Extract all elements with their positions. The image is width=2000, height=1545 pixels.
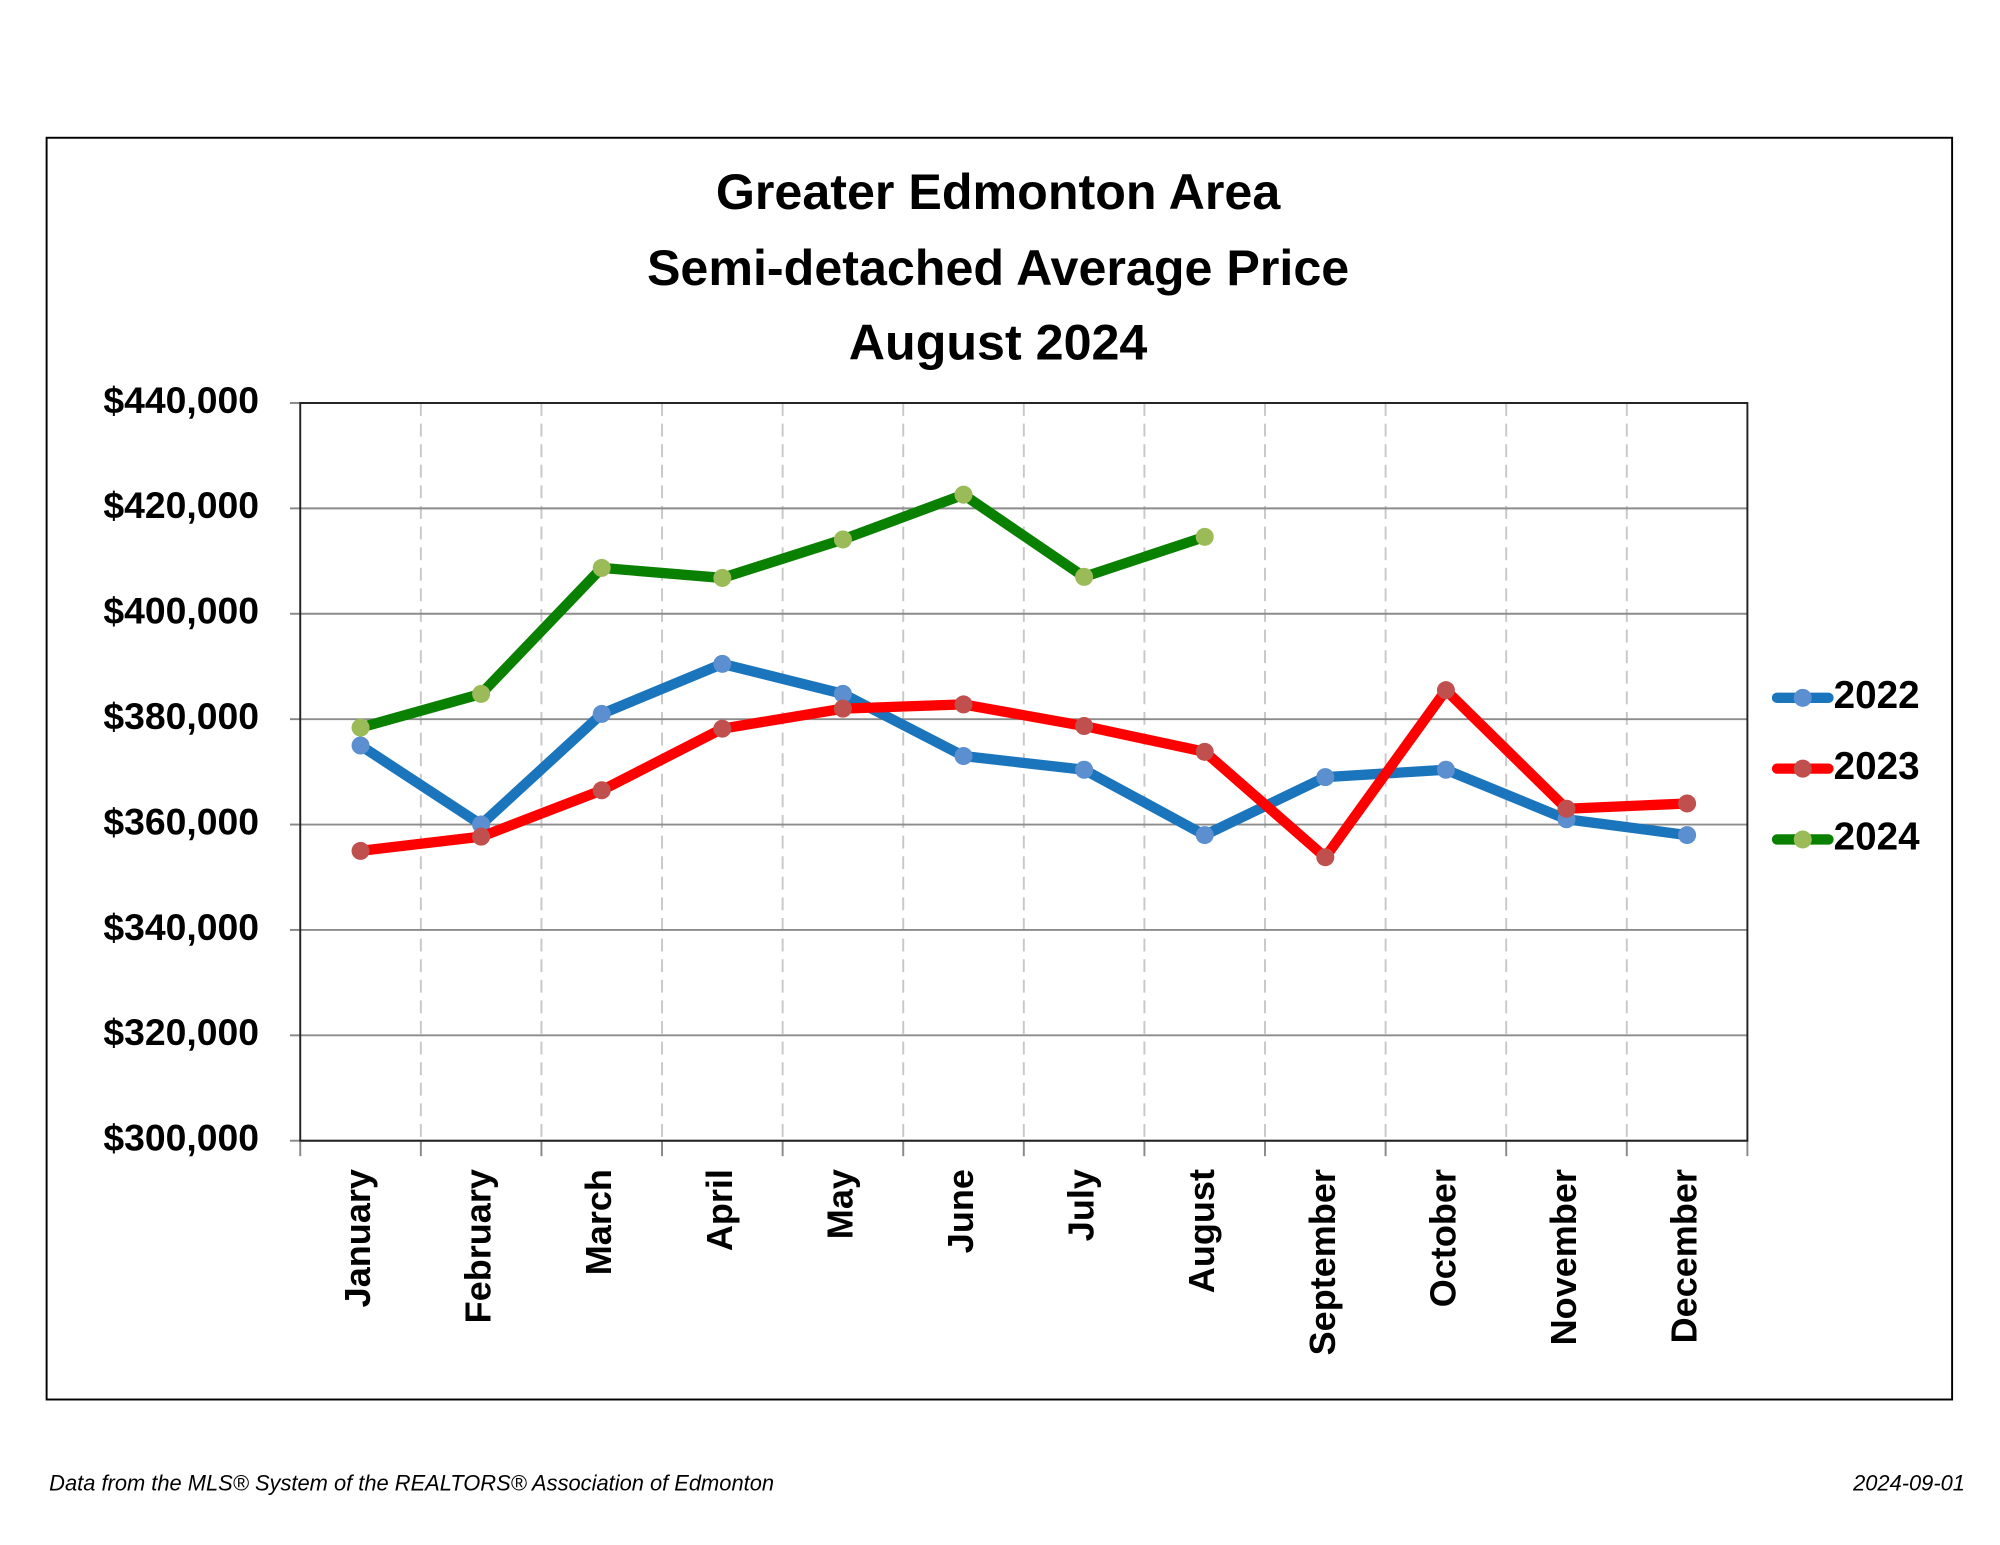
data-point (1678, 794, 1697, 813)
data-point (1195, 527, 1214, 546)
x-tick-label: February (458, 1169, 499, 1323)
data-point (833, 699, 852, 718)
y-tick-label: $320,000 (103, 1011, 259, 1053)
y-tick-label: $380,000 (103, 695, 259, 737)
y-tick-label: $440,000 (103, 379, 259, 421)
data-point (1075, 760, 1094, 779)
legend-label: 2023 (1834, 745, 1920, 788)
data-point (713, 654, 732, 673)
y-tick-label: $340,000 (103, 906, 259, 948)
legend-marker (1793, 688, 1812, 707)
x-tick-label: July (1061, 1169, 1102, 1241)
x-tick-label: March (578, 1169, 619, 1275)
data-point (351, 841, 370, 860)
data-point (1436, 681, 1455, 700)
y-tick-label: $360,000 (103, 800, 259, 842)
chart-title: August 2024 (849, 315, 1148, 371)
data-point (1316, 848, 1335, 867)
series-line (355, 685, 1693, 863)
x-tick-label: November (1543, 1169, 1584, 1345)
legend-label: 2022 (1834, 674, 1920, 717)
y-tick-label: $420,000 (103, 484, 259, 526)
data-point (954, 485, 973, 504)
data-point (592, 558, 611, 577)
x-tick-label: January (337, 1169, 378, 1307)
x-tick-label: May (819, 1169, 860, 1239)
data-point (1075, 567, 1094, 586)
data-point (954, 747, 973, 766)
data-point (1195, 742, 1214, 761)
x-tick-label: August (1181, 1169, 1222, 1293)
series-line (355, 658, 1693, 841)
data-point (1678, 826, 1697, 845)
data-point (713, 568, 732, 587)
source-note: Data from the MLS® System of the REALTOR… (49, 1470, 774, 1495)
data-point (472, 827, 491, 846)
data-point (833, 684, 852, 703)
data-point (351, 736, 370, 755)
plot-border (299, 402, 1749, 1142)
data-point (954, 695, 973, 714)
x-tick-label: October (1422, 1169, 1463, 1307)
x-tick-label: September (1302, 1169, 1343, 1355)
data-point (833, 530, 852, 549)
legend-marker (1793, 759, 1812, 778)
legend-marker (1793, 830, 1812, 849)
data-point (1316, 768, 1335, 787)
x-tick-label: April (699, 1169, 740, 1251)
data-point (351, 718, 370, 737)
data-point (1557, 799, 1576, 818)
data-point (592, 781, 611, 800)
data-point (1436, 760, 1455, 779)
y-tick-label: $300,000 (103, 1117, 259, 1159)
data-point (472, 684, 491, 703)
series-line (355, 489, 1210, 733)
chart-title: Greater Edmonton Area (716, 164, 1282, 220)
x-tick-label: December (1664, 1169, 1705, 1343)
x-tick-label: June (940, 1169, 981, 1253)
data-point (1195, 826, 1214, 845)
legend-label: 2024 (1834, 816, 1920, 859)
data-point (592, 704, 611, 723)
chart-title: Semi-detached Average Price (647, 240, 1349, 296)
data-point (713, 719, 732, 738)
data-point (1075, 716, 1094, 736)
y-tick-label: $400,000 (103, 590, 259, 632)
date-note: 2024-09-01 (1852, 1470, 1965, 1495)
